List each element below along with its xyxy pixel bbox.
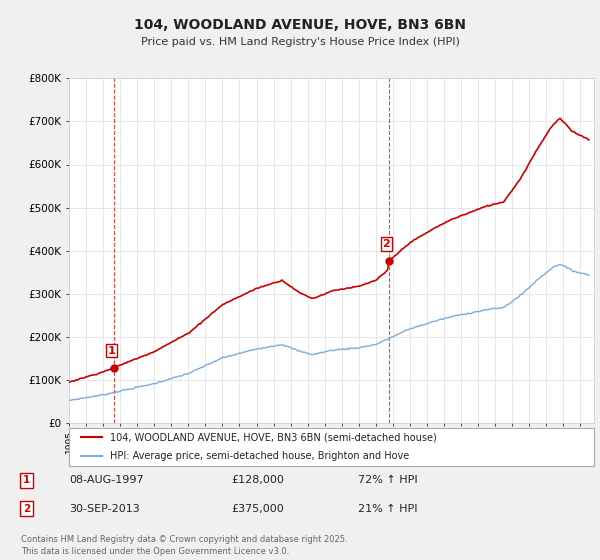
Text: 72% ↑ HPI: 72% ↑ HPI	[358, 475, 417, 486]
Text: 30-SEP-2013: 30-SEP-2013	[70, 504, 140, 514]
Text: 1: 1	[107, 346, 115, 356]
Text: 21% ↑ HPI: 21% ↑ HPI	[358, 504, 417, 514]
Text: 104, WOODLAND AVENUE, HOVE, BN3 6BN: 104, WOODLAND AVENUE, HOVE, BN3 6BN	[134, 18, 466, 32]
Text: £375,000: £375,000	[231, 504, 284, 514]
Text: 104, WOODLAND AVENUE, HOVE, BN3 6BN (semi-detached house): 104, WOODLAND AVENUE, HOVE, BN3 6BN (sem…	[110, 432, 437, 442]
Text: 08-AUG-1997: 08-AUG-1997	[70, 475, 144, 486]
Text: Contains HM Land Registry data © Crown copyright and database right 2025.
This d: Contains HM Land Registry data © Crown c…	[21, 535, 347, 556]
Text: Price paid vs. HM Land Registry's House Price Index (HPI): Price paid vs. HM Land Registry's House …	[140, 37, 460, 47]
Text: 2: 2	[23, 504, 30, 514]
Text: £128,000: £128,000	[231, 475, 284, 486]
Text: HPI: Average price, semi-detached house, Brighton and Hove: HPI: Average price, semi-detached house,…	[110, 451, 409, 461]
Text: 1: 1	[23, 475, 30, 486]
Text: 2: 2	[382, 239, 390, 249]
